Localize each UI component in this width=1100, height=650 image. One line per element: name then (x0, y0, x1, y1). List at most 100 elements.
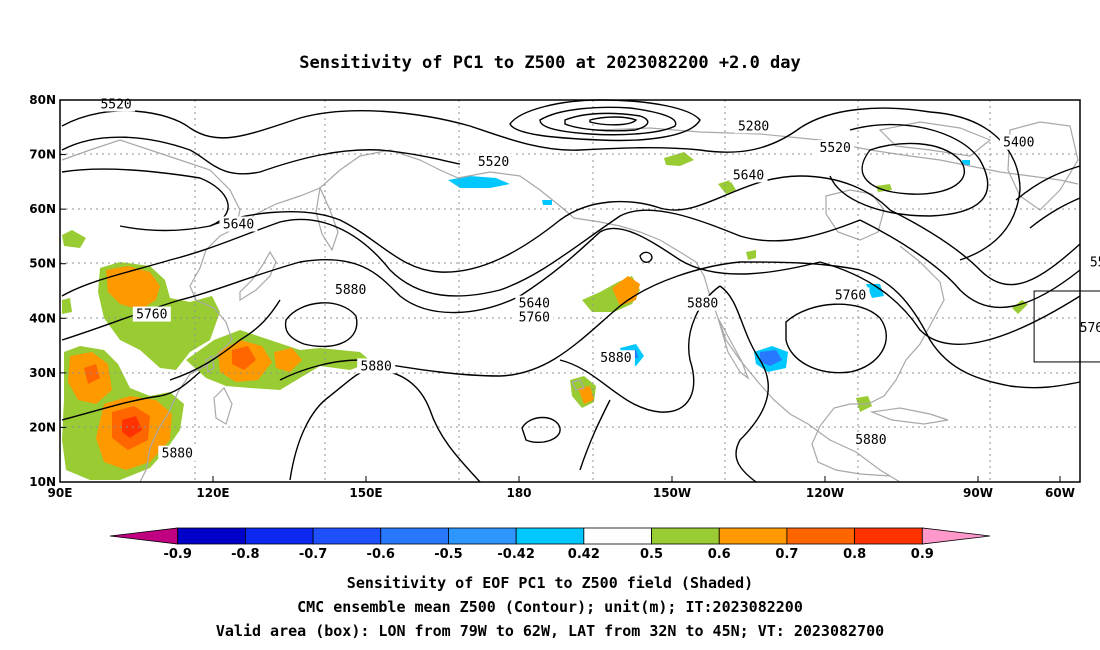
shade-patch-green (62, 230, 86, 248)
contour-line (889, 209, 1081, 286)
colorbar-label: -0.8 (231, 547, 259, 562)
contour-label-bg (219, 216, 258, 232)
figure-title: Sensitivity of PC1 to Z500 at 2023082200… (299, 53, 801, 73)
contour-line (719, 285, 769, 483)
lat-tick-label: 80N (29, 93, 56, 107)
contour-line (284, 302, 358, 348)
shade-patch-green (718, 180, 736, 194)
colorbar-label: 0.42 (568, 547, 600, 562)
colorbar-box (786, 527, 856, 545)
caption-line-2: CMC ensemble mean Z500 (Contour); unit(m… (297, 598, 803, 616)
contour-line (61, 227, 821, 341)
graticule (60, 100, 1080, 482)
lat-tick-label: 10N (29, 475, 56, 489)
contour-line (1015, 165, 1081, 201)
contour-label-bg (357, 358, 396, 374)
coastline-baja (717, 317, 750, 380)
shade-patch-darkorange (232, 346, 256, 370)
colorbar-box (651, 527, 720, 545)
colorbar-label: 0.6 (708, 547, 731, 562)
lon-tick-label: 90W (963, 486, 993, 500)
contour-line (564, 112, 649, 132)
contour-label: 5640 (519, 297, 550, 312)
contour-line (861, 142, 966, 195)
lon-tick-label: 90E (48, 486, 73, 500)
colorbar: -0.9 -0.8 -0.7 -0.6 -0.5 -0.42 0.42 0.5 0.6 0.7 0.… (109, 527, 991, 562)
contour-label: 5640 (223, 218, 254, 233)
contour-label-bg (596, 350, 635, 366)
shade-patch-blue (760, 350, 782, 366)
coastline-cuba (869, 407, 949, 425)
contour-label-bg (1096, 295, 1100, 311)
colorbar-end-high (921, 527, 991, 545)
colorbar-box (515, 527, 585, 545)
colorbar-label: 0.5 (640, 547, 663, 562)
contour-line (589, 116, 638, 126)
colorbar-box (380, 527, 449, 545)
contour-label-bg (132, 306, 171, 322)
colorbar-box (718, 527, 788, 545)
contour-line (61, 168, 229, 232)
contour-label-bg (1076, 320, 1100, 336)
longitude-ticks: 90E 120E 150E 180 150W 120W 90W 60W (48, 476, 1075, 500)
map-frame (59, 99, 1081, 483)
contour-line (209, 175, 891, 273)
contour-label: 5760 (835, 288, 866, 303)
shade-patch-cyan (962, 160, 970, 165)
coastline-taiwan (205, 354, 215, 374)
shade-patch-cyan (866, 284, 884, 298)
contour-label-bg (158, 445, 197, 461)
contour-line (61, 209, 861, 297)
colorbar-label: 0.8 (843, 547, 866, 562)
colorbar-box (312, 527, 382, 545)
coastline-hudson-bay (825, 189, 885, 241)
colorbar-end-low (109, 527, 179, 545)
coastline-arctic-islands (878, 121, 992, 157)
lon-tick-label: 180 (506, 486, 531, 500)
shade-patch-orange (274, 348, 302, 372)
coastline-hawaii (571, 379, 585, 391)
shade-patch-darkorange (84, 364, 100, 384)
lat-tick-label: 60N (29, 202, 56, 216)
contour-line (289, 369, 371, 481)
colorbar-box (244, 527, 314, 545)
contour-label: 5520 (478, 155, 509, 170)
contour-label-bg (474, 153, 513, 169)
contour-label-bg (831, 287, 870, 303)
contour-label: 5760 (136, 308, 167, 323)
coastline-japan (239, 250, 277, 302)
colorbar-box (448, 527, 517, 545)
shade-patch-cyan (448, 176, 510, 188)
contour-line (859, 219, 1081, 309)
contour-line (509, 99, 701, 142)
contour-line (579, 399, 611, 471)
contour-label-bg (734, 118, 773, 134)
coastline-sea-of-okhotsk (235, 149, 459, 229)
lon-tick-label: 120E (196, 486, 229, 500)
contour-label: 5880 (600, 351, 631, 366)
shade-patch-orange (578, 386, 594, 404)
contour-line (639, 251, 653, 263)
colorbar-label: -0.7 (299, 547, 327, 562)
colorbar-label: -0.5 (434, 547, 462, 562)
contour-label-bg (515, 295, 554, 311)
contour-line (61, 371, 201, 421)
contour-line (559, 285, 721, 413)
contour-label: 5520 (1090, 256, 1100, 271)
contour-label-bg (999, 134, 1038, 150)
contour-line (521, 416, 561, 444)
contour-label: 5400 (1003, 136, 1034, 151)
contour-label: 5880 (855, 433, 886, 448)
valid-area-box (1033, 290, 1100, 363)
contour-line (829, 123, 989, 217)
shade-patch-green (746, 250, 756, 260)
colorbar-label: -0.6 (367, 547, 395, 562)
contour-label-bg (331, 282, 370, 297)
contour-label-bg (816, 140, 855, 156)
coastline-philippines (213, 386, 233, 425)
colorbar-box (583, 527, 652, 545)
lon-tick-label: 150E (349, 486, 382, 500)
caption-line-1: Sensitivity of EOF PC1 to Z500 field (Sh… (346, 574, 754, 592)
contour-line (929, 111, 1021, 261)
